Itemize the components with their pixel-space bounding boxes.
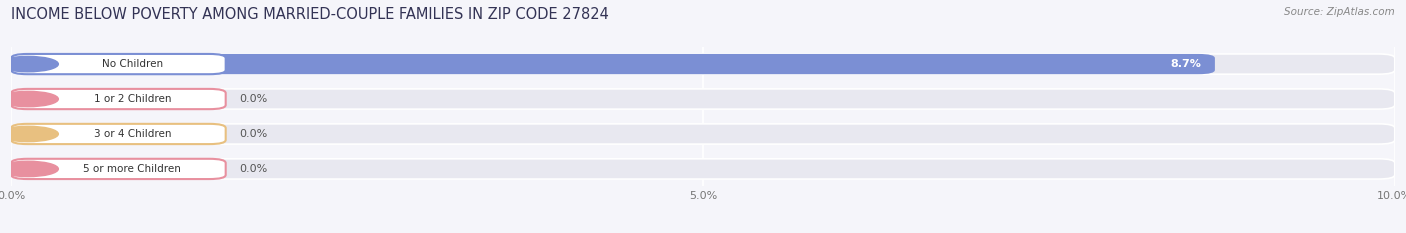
FancyBboxPatch shape: [11, 89, 1395, 109]
Text: 5 or more Children: 5 or more Children: [83, 164, 181, 174]
FancyBboxPatch shape: [11, 159, 219, 179]
FancyBboxPatch shape: [11, 124, 1395, 144]
Text: INCOME BELOW POVERTY AMONG MARRIED-COUPLE FAMILIES IN ZIP CODE 27824: INCOME BELOW POVERTY AMONG MARRIED-COUPL…: [11, 7, 609, 22]
Circle shape: [0, 91, 58, 107]
Text: 0.0%: 0.0%: [239, 164, 267, 174]
Text: 8.7%: 8.7%: [1170, 59, 1201, 69]
FancyBboxPatch shape: [11, 54, 226, 74]
FancyBboxPatch shape: [11, 159, 1395, 179]
Text: Source: ZipAtlas.com: Source: ZipAtlas.com: [1284, 7, 1395, 17]
Text: 1 or 2 Children: 1 or 2 Children: [94, 94, 172, 104]
Circle shape: [0, 56, 58, 72]
FancyBboxPatch shape: [11, 54, 1395, 74]
Circle shape: [0, 126, 58, 142]
FancyBboxPatch shape: [11, 159, 226, 179]
FancyBboxPatch shape: [11, 124, 226, 144]
FancyBboxPatch shape: [11, 89, 219, 109]
Text: 3 or 4 Children: 3 or 4 Children: [94, 129, 172, 139]
Circle shape: [0, 161, 58, 177]
Text: 0.0%: 0.0%: [239, 129, 267, 139]
Text: 0.0%: 0.0%: [239, 94, 267, 104]
FancyBboxPatch shape: [11, 54, 1215, 74]
Text: No Children: No Children: [101, 59, 163, 69]
FancyBboxPatch shape: [11, 124, 219, 144]
FancyBboxPatch shape: [11, 89, 226, 109]
